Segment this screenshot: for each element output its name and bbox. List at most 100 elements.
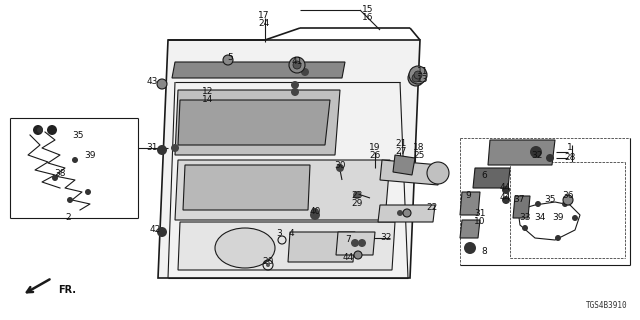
Circle shape — [37, 127, 43, 133]
Text: 5: 5 — [227, 53, 233, 62]
Text: FR.: FR. — [58, 285, 76, 295]
Circle shape — [311, 208, 319, 216]
Circle shape — [566, 198, 570, 202]
Text: 28: 28 — [564, 154, 576, 163]
Circle shape — [412, 74, 420, 82]
Text: 38: 38 — [54, 170, 66, 179]
Polygon shape — [178, 222, 395, 270]
Polygon shape — [178, 100, 330, 145]
Circle shape — [85, 189, 91, 195]
Circle shape — [522, 225, 528, 231]
Text: TGS4B3910: TGS4B3910 — [586, 301, 628, 310]
Text: 39: 39 — [84, 150, 96, 159]
Circle shape — [403, 209, 411, 217]
Text: 40: 40 — [309, 207, 321, 217]
Ellipse shape — [215, 228, 275, 268]
Text: 26: 26 — [369, 151, 381, 161]
Circle shape — [171, 144, 179, 152]
Text: 19: 19 — [369, 143, 381, 153]
Circle shape — [33, 125, 43, 135]
Circle shape — [291, 88, 299, 96]
Text: 31: 31 — [474, 210, 486, 219]
Circle shape — [427, 162, 449, 184]
Circle shape — [409, 66, 427, 84]
Text: 32: 32 — [380, 234, 392, 243]
Text: 18: 18 — [413, 143, 425, 153]
Circle shape — [266, 263, 270, 267]
Polygon shape — [380, 160, 440, 185]
Text: 32: 32 — [531, 151, 543, 161]
Text: 35: 35 — [72, 132, 84, 140]
Text: 11: 11 — [417, 68, 429, 76]
Text: 17: 17 — [259, 12, 269, 20]
Text: 12: 12 — [202, 87, 214, 97]
Text: 35: 35 — [544, 196, 556, 204]
Text: 23: 23 — [351, 191, 363, 201]
Text: 16: 16 — [362, 13, 374, 22]
Text: 8: 8 — [481, 247, 487, 257]
Text: 44: 44 — [499, 183, 511, 193]
Circle shape — [72, 157, 78, 163]
Text: 27: 27 — [396, 148, 406, 156]
Text: 9: 9 — [465, 191, 471, 201]
Polygon shape — [175, 160, 390, 220]
Polygon shape — [175, 90, 340, 155]
Text: 13: 13 — [417, 76, 429, 84]
Polygon shape — [158, 40, 420, 278]
Text: 36: 36 — [563, 191, 573, 201]
Circle shape — [502, 186, 510, 194]
Polygon shape — [488, 140, 555, 165]
Circle shape — [293, 61, 301, 69]
Circle shape — [555, 235, 561, 241]
Circle shape — [414, 71, 422, 79]
Text: 1: 1 — [567, 143, 573, 153]
Circle shape — [546, 154, 554, 162]
Circle shape — [502, 196, 510, 204]
Polygon shape — [183, 165, 310, 210]
Circle shape — [530, 146, 542, 158]
Polygon shape — [172, 62, 345, 78]
Polygon shape — [393, 155, 415, 175]
Text: 39: 39 — [552, 213, 564, 222]
Circle shape — [226, 58, 230, 62]
Circle shape — [157, 145, 167, 155]
Polygon shape — [473, 168, 510, 188]
Text: 37: 37 — [513, 196, 525, 204]
Circle shape — [291, 81, 299, 89]
Circle shape — [572, 215, 578, 221]
Circle shape — [157, 227, 167, 237]
Circle shape — [535, 201, 541, 207]
Text: 43: 43 — [147, 77, 157, 86]
Text: 44: 44 — [499, 194, 511, 203]
Text: 22: 22 — [426, 204, 438, 212]
Text: 10: 10 — [474, 218, 486, 227]
Circle shape — [52, 175, 58, 181]
Circle shape — [336, 164, 344, 172]
Polygon shape — [460, 220, 480, 238]
Circle shape — [562, 201, 568, 207]
Text: 15: 15 — [362, 5, 374, 14]
Circle shape — [351, 239, 359, 247]
Polygon shape — [378, 205, 435, 222]
Circle shape — [289, 57, 305, 73]
Text: 25: 25 — [413, 151, 425, 161]
Circle shape — [354, 251, 362, 259]
Polygon shape — [288, 232, 355, 262]
Polygon shape — [336, 232, 375, 255]
Text: 24: 24 — [259, 20, 269, 28]
Circle shape — [301, 68, 309, 76]
Text: 30: 30 — [334, 162, 346, 171]
Text: 21: 21 — [396, 140, 406, 148]
Text: 31: 31 — [147, 143, 157, 153]
Circle shape — [397, 210, 403, 216]
Polygon shape — [460, 192, 480, 215]
Text: 44: 44 — [342, 253, 354, 262]
Text: 3: 3 — [276, 229, 282, 238]
Circle shape — [223, 55, 233, 65]
Text: 2: 2 — [65, 213, 71, 222]
Text: 4: 4 — [288, 229, 294, 238]
Text: 41: 41 — [291, 58, 303, 67]
Circle shape — [464, 242, 476, 254]
Circle shape — [47, 125, 57, 135]
Text: 14: 14 — [202, 95, 214, 105]
